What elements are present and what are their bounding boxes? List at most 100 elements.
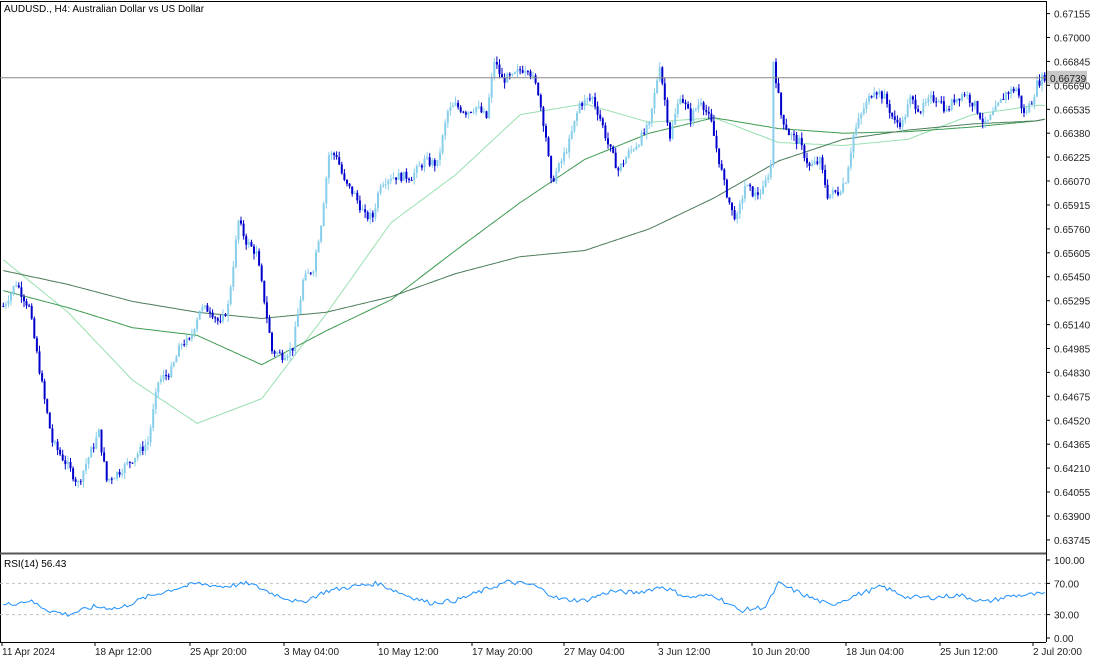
candle-body: [175, 356, 178, 363]
candle-body: [431, 160, 434, 166]
candle: [420, 163, 423, 171]
candle-body: [596, 106, 599, 115]
candle-body: [1033, 96, 1036, 105]
candle-body: [315, 252, 317, 272]
candle-body: [588, 98, 591, 100]
candle: [260, 263, 263, 283]
candle-body: [35, 338, 38, 352]
candle-body: [648, 121, 651, 125]
candle-body: [640, 132, 643, 146]
candle-body: [361, 209, 364, 211]
rsi-axis-label: 0.00: [1054, 634, 1074, 645]
candle-body: [661, 67, 664, 84]
candle-body: [911, 96, 914, 100]
candle-body: [1004, 92, 1007, 100]
candle: [480, 102, 483, 114]
candle-body: [609, 144, 612, 147]
candle: [656, 77, 659, 95]
candle-body: [392, 177, 395, 179]
candle: [930, 90, 932, 104]
price-axis-label: 0.66070: [1054, 177, 1091, 188]
candle-body: [875, 92, 878, 95]
candle-body: [570, 131, 573, 139]
candle-body: [891, 112, 894, 117]
candle: [291, 348, 294, 356]
candle-body: [671, 124, 674, 139]
candle: [201, 304, 204, 315]
candle-body: [818, 157, 821, 164]
time-axis-label: 25 Apr 20:00: [190, 647, 247, 658]
candle: [105, 461, 108, 483]
candle: [653, 88, 656, 115]
candle: [330, 151, 333, 160]
candle-body: [930, 95, 932, 98]
candle-body: [343, 173, 346, 180]
candle-body: [216, 318, 219, 321]
candle-body: [330, 153, 333, 156]
candle-body: [108, 478, 111, 481]
candle-body: [816, 161, 819, 164]
candle: [692, 107, 695, 127]
candle-body: [728, 197, 731, 203]
candle: [426, 151, 429, 160]
candle-body: [746, 184, 749, 187]
candle-body: [919, 111, 922, 113]
candle-body: [454, 102, 457, 106]
candle: [351, 186, 354, 197]
candle: [803, 143, 806, 162]
candle: [366, 210, 369, 222]
candle: [860, 112, 863, 125]
time-axis-label: 11 Apr 2024: [2, 647, 56, 658]
candle: [808, 161, 811, 171]
candle-body: [568, 138, 571, 153]
candle-body: [539, 95, 542, 108]
candle-body: [87, 457, 90, 464]
candle-body: [59, 449, 62, 455]
candle: [126, 457, 129, 466]
candle: [268, 314, 271, 334]
candle: [844, 182, 847, 185]
candle-body: [899, 122, 901, 127]
price-axis-label: 0.64365: [1054, 440, 1091, 451]
price-axis-label: 0.65140: [1054, 321, 1091, 332]
candle: [190, 328, 193, 342]
candle: [470, 111, 472, 114]
candle-body: [865, 101, 868, 109]
candle-body: [883, 93, 886, 99]
candle-body: [687, 104, 690, 109]
candle: [302, 277, 305, 302]
candle: [147, 436, 149, 451]
candle: [397, 169, 400, 180]
candle-body: [953, 99, 956, 103]
candle: [232, 261, 235, 291]
candle: [826, 179, 829, 200]
candle-body: [320, 226, 323, 242]
candle: [159, 375, 162, 385]
candle: [906, 98, 909, 118]
candle: [203, 304, 206, 310]
candle-body: [798, 138, 801, 144]
candle: [994, 100, 997, 112]
candle-body: [1020, 95, 1023, 109]
candle-body: [183, 344, 186, 346]
candle: [795, 132, 798, 150]
candle: [749, 183, 752, 191]
price-axis-label: 0.64675: [1054, 392, 1091, 403]
candle: [927, 94, 930, 106]
candle-body: [46, 399, 49, 413]
candle: [315, 249, 317, 278]
candle: [387, 178, 390, 190]
candle: [679, 95, 682, 105]
candle-body: [237, 220, 240, 240]
candle-body: [247, 242, 250, 245]
candle-body: [263, 280, 266, 303]
candle: [725, 178, 728, 199]
candle: [705, 104, 708, 116]
price-axis-label: 0.64520: [1054, 416, 1091, 427]
candle-body: [632, 149, 635, 151]
candle: [346, 179, 348, 187]
candle-body: [971, 102, 974, 107]
candle: [640, 130, 643, 147]
current-price-label: 0.66739: [1050, 74, 1087, 85]
candle: [477, 100, 480, 110]
